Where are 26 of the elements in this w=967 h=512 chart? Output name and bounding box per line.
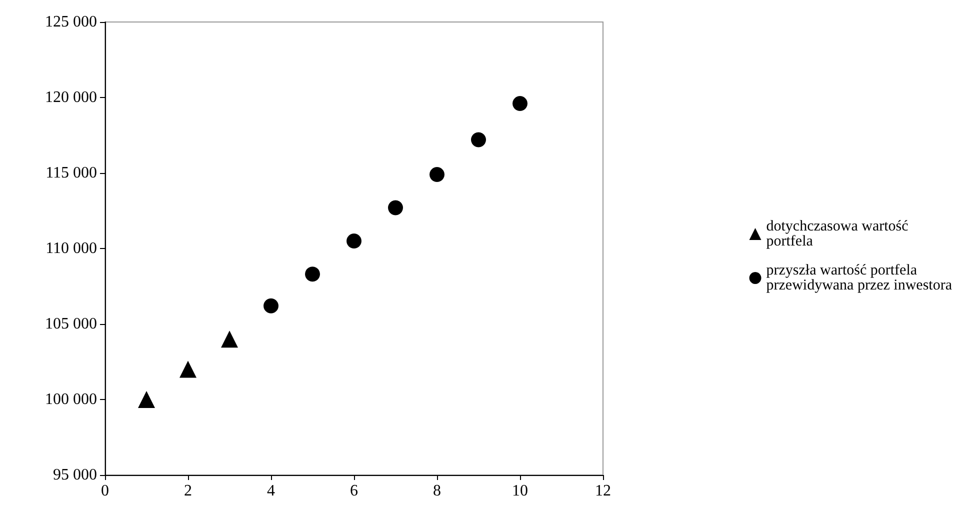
point	[180, 360, 196, 378]
x-tick-label: 2	[184, 482, 192, 500]
point	[430, 167, 444, 182]
x-tick-label: 8	[433, 482, 441, 500]
x-tick-label: 6	[350, 482, 358, 500]
y-tick-label: 120 000	[45, 89, 97, 106]
point	[471, 132, 486, 148]
y-tick-label: 105 000	[45, 316, 97, 332]
y-tick-label: 110 000	[46, 240, 97, 257]
x-tick-label: 10	[512, 482, 528, 500]
point	[512, 96, 528, 112]
legend-label: dotychczasowa wartość portfela	[766, 218, 912, 250]
y-tick-label: 100 000	[45, 391, 97, 408]
point	[346, 233, 362, 248]
y-tick-label: 115 000	[46, 164, 97, 182]
x-tick-label: 4	[267, 482, 275, 500]
point	[221, 330, 238, 348]
y-tick-label: 125 000	[45, 14, 97, 30]
x-tick-label: 12	[595, 482, 611, 500]
legend-label: przyszła wartość portfela przewidywana przez inwestora	[766, 262, 952, 294]
point	[138, 391, 155, 408]
point	[388, 200, 403, 216]
point	[305, 266, 320, 282]
point	[264, 298, 278, 314]
y-tick-label: 95 000	[53, 466, 97, 484]
x-tick-label: 0	[101, 482, 109, 500]
